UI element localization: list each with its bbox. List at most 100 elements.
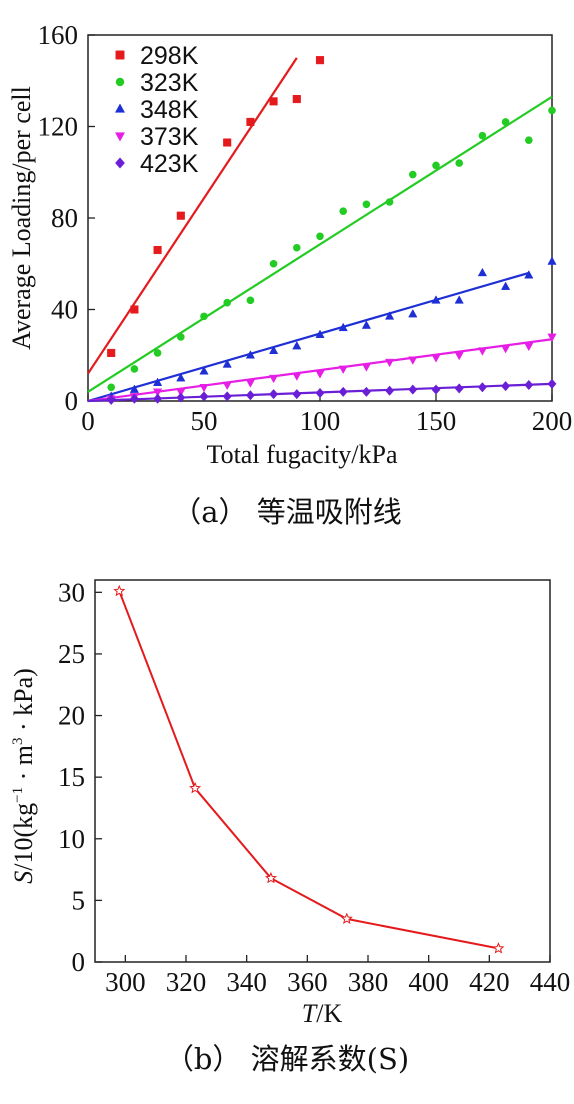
caption-b: （b） 溶解系数(S): [165, 1042, 409, 1076]
data-point-423K: [315, 387, 325, 399]
y-tick-label-b: 20: [58, 701, 85, 731]
data-point-348K: [176, 373, 186, 382]
data-point-423K: [338, 386, 348, 397]
data-point-373K: [199, 383, 209, 393]
data-point-348K: [338, 322, 348, 332]
x-tick-label-b: 360: [287, 967, 328, 997]
data-point-323K: [293, 243, 301, 252]
data-point-298K: [130, 305, 139, 314]
data-point-373K: [245, 379, 256, 388]
data-point-373K: [152, 388, 163, 397]
plot-b-y-axis-label: S/10(kg−1 · m3 · kPa): [9, 668, 38, 884]
legend-marker-348K: [114, 103, 126, 113]
data-point-423K: [431, 384, 441, 395]
data-point-323K: [223, 298, 231, 307]
data-point-373K: [268, 374, 279, 384]
data-point-298K: [153, 245, 162, 255]
data-point-298K: [107, 348, 116, 358]
data-point-348K: [500, 281, 511, 290]
panel-a-adsorption-isotherms: 0 50 100 150 200 0 40 80 120 160 298K323K348K373K…: [7, 20, 572, 529]
data-point-423K: [547, 378, 557, 389]
solubility-point: [113, 584, 126, 597]
data-point-373K: [431, 354, 441, 363]
y-tick-label-b: 5: [72, 885, 86, 915]
data-point-323K: [478, 131, 487, 140]
data-point-298K: [246, 117, 255, 126]
y-tick-label-b: 15: [58, 762, 85, 792]
x-tick-label-b: 420: [469, 967, 510, 997]
plot-a-x-axis-label: Total fugacity/kPa: [207, 440, 398, 469]
data-point-423K: [222, 391, 232, 402]
data-point-423K: [361, 386, 371, 397]
data-point-423K: [292, 389, 302, 400]
data-point-323K: [432, 161, 440, 170]
y-tick-label-b: 25: [58, 639, 85, 669]
data-point-423K: [385, 385, 395, 396]
data-point-423K: [199, 391, 209, 402]
data-point-373K: [222, 381, 232, 391]
data-point-423K: [269, 389, 279, 400]
data-point-373K: [500, 345, 511, 354]
solubility-point: [264, 871, 277, 884]
data-point-373K: [524, 342, 534, 352]
legend-marker-423K: [115, 157, 125, 169]
solubility-point: [189, 781, 202, 794]
caption-a: （a） 等温吸附线: [172, 495, 402, 529]
data-point-323K: [339, 207, 348, 215]
data-point-423K: [454, 383, 464, 394]
x-tick-label-b: 380: [348, 967, 389, 997]
legend-marker-373K: [114, 132, 126, 142]
solubility-line: [118, 590, 499, 950]
x-tick-label-a: 0: [81, 406, 95, 436]
x-tick-label-a: 200: [532, 406, 573, 436]
data-point-348K: [524, 270, 534, 279]
solubility-point: [492, 942, 505, 954]
data-point-348K: [292, 341, 302, 350]
y-tick-label-b: 30: [58, 577, 85, 607]
legend-label-298K: 298K: [140, 42, 199, 70]
y-tick-label-a: 120: [38, 112, 79, 142]
data-point-348K: [477, 267, 488, 277]
fit-line-348K: [87, 271, 530, 403]
data-point-423K: [153, 393, 163, 404]
x-tick-label-a: 50: [191, 406, 218, 436]
data-point-423K: [129, 393, 139, 404]
data-point-298K: [176, 211, 185, 220]
legend-label-373K: 373K: [140, 123, 199, 151]
data-point-323K: [362, 200, 371, 209]
data-point-323K: [316, 232, 324, 241]
data-point-348K: [431, 295, 441, 304]
data-point-373K: [315, 370, 325, 379]
data-point-348K: [245, 350, 256, 359]
fit-line-298K: [87, 57, 298, 375]
data-point-323K: [107, 383, 115, 392]
data-point-423K: [501, 381, 511, 392]
data-point-298K: [292, 95, 301, 104]
legend-label-423K: 423K: [140, 150, 199, 178]
data-point-323K: [548, 106, 556, 115]
data-point-298K: [223, 138, 232, 147]
x-tick-label-b: 340: [226, 967, 267, 997]
legend-marker-323K: [115, 77, 125, 87]
data-point-348K: [152, 377, 163, 386]
y-tick-label-a: 80: [51, 203, 78, 233]
data-point-323K: [525, 136, 533, 145]
data-point-323K: [501, 118, 510, 126]
data-point-348K: [361, 320, 372, 329]
data-point-323K: [246, 296, 255, 305]
x-tick-label-a: 150: [416, 406, 457, 436]
panel-b-solubility-coefficient: 300 320 340 360 380 400 420 440 0 5 10 15 20 25 30 T/K…: [9, 577, 570, 1076]
data-point-423K: [408, 384, 418, 395]
data-point-348K: [315, 329, 325, 338]
data-point-323K: [409, 170, 417, 179]
data-point-348K: [454, 295, 464, 304]
data-point-423K: [477, 382, 487, 393]
legend-marker-298K: [115, 50, 125, 60]
data-point-423K: [176, 392, 186, 403]
plot-b-x-axis-label: T/K: [302, 999, 343, 1028]
data-point-348K: [408, 308, 418, 318]
y-tick-label-a: 40: [51, 295, 78, 325]
data-point-373K: [361, 363, 372, 372]
